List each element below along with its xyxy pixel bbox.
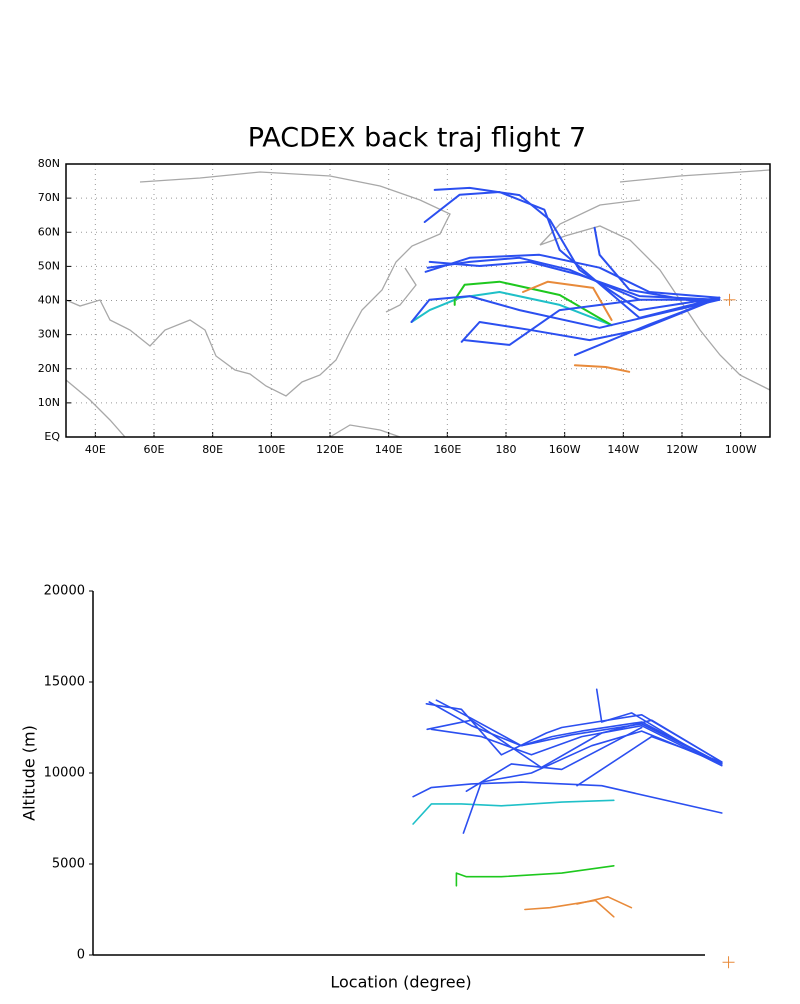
chart-title: PACDEX back traj flight 7	[248, 123, 587, 154]
trajectory	[424, 253, 721, 299]
flight-marker	[722, 956, 735, 969]
altitude-line	[412, 781, 723, 814]
y-tick-label: 50N	[38, 259, 60, 272]
coastline	[385, 267, 417, 313]
altitude-line	[435, 699, 723, 765]
x-tick-label: 180	[496, 443, 517, 456]
x-tick-label: 100W	[725, 443, 757, 456]
y-tick-label: 20N	[38, 362, 60, 375]
y-tick-label: 60N	[38, 225, 60, 238]
trajectory	[426, 256, 721, 301]
coastline	[329, 424, 401, 438]
coastline	[619, 169, 771, 183]
y-tick-label: 30N	[38, 328, 60, 341]
y-tick-label: 0	[77, 948, 85, 963]
y-tick-label: 20000	[44, 584, 85, 599]
trajectory	[573, 296, 721, 357]
trajectory	[410, 295, 721, 329]
y-tick-label: 80N	[38, 157, 60, 170]
y-axis-label: Altitude (m)	[20, 725, 39, 821]
altitude-line	[576, 896, 633, 909]
altitude-line	[412, 799, 615, 825]
x-tick-label: 160W	[549, 443, 581, 456]
trajectory	[428, 260, 721, 301]
y-tick-label: 10N	[38, 396, 60, 409]
y-tick-label: EQ	[44, 430, 60, 443]
y-tick-label: 15000	[44, 675, 85, 690]
trajectory	[453, 280, 613, 327]
x-tick-label: 140W	[607, 443, 639, 456]
x-tick-label: 80E	[202, 443, 223, 456]
x-tick-label: 100E	[257, 443, 285, 456]
trajectory	[463, 298, 641, 346]
coastline	[539, 199, 771, 391]
plot-frame	[65, 163, 771, 438]
x-tick-label: 120E	[316, 443, 344, 456]
altitude-line	[576, 735, 723, 787]
altitude-line	[455, 865, 615, 887]
altitude-line	[465, 726, 643, 792]
trajectory	[433, 186, 721, 312]
y-tick-label: 10000	[44, 766, 85, 781]
x-axis-label: Location (degree)	[330, 973, 471, 992]
x-tick-label: 120W	[666, 443, 698, 456]
x-tick-label: 40E	[85, 443, 106, 456]
flight-marker	[723, 293, 736, 306]
y-tick-label: 5000	[52, 857, 85, 872]
trajectory	[460, 296, 721, 343]
x-tick-label: 160E	[433, 443, 461, 456]
x-tick-label: 60E	[144, 443, 165, 456]
altitude-line	[425, 703, 723, 763]
coastline	[65, 379, 126, 438]
altitude-line	[426, 719, 723, 769]
altitude-line	[595, 688, 703, 756]
y-tick-label: 40N	[38, 294, 60, 307]
trajectory	[573, 364, 631, 373]
altitude-line	[462, 730, 723, 834]
altitude-line	[524, 899, 615, 918]
x-tick-label: 140E	[375, 443, 403, 456]
altitude-line	[430, 724, 723, 767]
coastlines	[65, 169, 771, 438]
coastline	[65, 171, 451, 397]
y-tick-label: 70N	[38, 191, 60, 204]
trajectory	[593, 226, 701, 303]
